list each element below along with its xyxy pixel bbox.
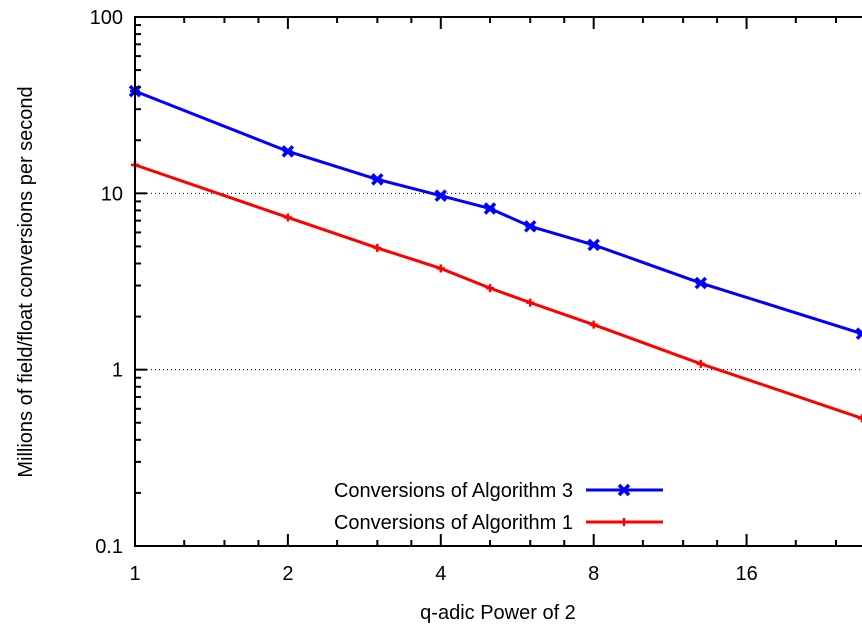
data-point [523,220,537,233]
data-point [373,243,382,252]
data-point [589,320,598,329]
x-tick-label: 16 [735,563,757,585]
axis-ticks [134,16,838,547]
tick-labels: 0.1 1 10 100 1 2 4 8 16 [90,7,758,585]
data-point [696,359,705,368]
legend-label: Conversions of Algorithm 1 [334,512,573,534]
data-point [436,264,445,273]
legend: Conversions of Algorithm 3 Conversions of… [334,480,663,534]
series-line-2 [134,163,862,420]
x-tick-label: 1 [129,563,140,585]
y-axis-label: Millions of field/float conversions per … [15,86,37,477]
data-point [587,238,600,252]
data-point [371,173,384,186]
y-tick-label: 1 [112,360,123,382]
series-line-1 [134,89,862,336]
plot-frame [134,16,862,547]
y-tick-label: 0.1 [95,536,123,558]
data-point [855,327,862,340]
data-point [283,213,292,222]
grid-lines [135,192,862,371]
y-tick-label: 10 [101,183,123,205]
legend-marker [620,518,628,526]
y-tick-label: 100 [90,7,123,29]
data-point [434,189,448,202]
data-point [281,145,295,158]
x-axis-label: q-adic Power of 2 [420,602,576,624]
data-point [526,298,535,307]
data-point [858,414,862,423]
series-layer [128,84,862,423]
x-tick-label: 4 [435,563,446,585]
data-point [486,284,495,293]
data-point [694,276,708,290]
data-point [483,202,497,215]
x-tick-label: 8 [588,563,599,585]
legend-label: Conversions of Algorithm 3 [334,480,573,502]
x-tick-label: 2 [282,563,293,585]
legend-marker [617,483,631,497]
